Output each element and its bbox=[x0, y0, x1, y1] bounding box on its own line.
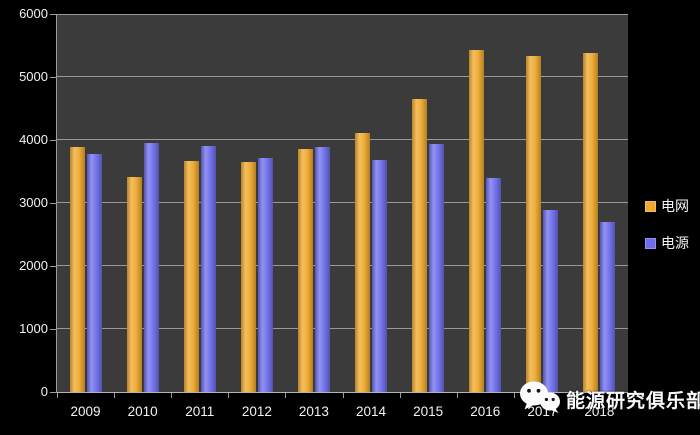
legend-label-dianyuan: 电源 bbox=[661, 235, 689, 251]
bar-dianwang-2012 bbox=[241, 162, 256, 392]
wechat-icon bbox=[518, 380, 562, 418]
gridline-3000 bbox=[57, 202, 628, 203]
y-tick-3000 bbox=[50, 203, 57, 204]
y-axis-label-4000: 4000 bbox=[19, 132, 48, 147]
y-tick-2000 bbox=[50, 266, 57, 267]
legend-swatch-dianwang bbox=[645, 200, 656, 212]
x-tick-5 bbox=[342, 393, 344, 398]
gridline-5000 bbox=[57, 76, 628, 77]
bar-dianwang-2015 bbox=[412, 99, 427, 392]
x-tick-8 bbox=[513, 393, 515, 398]
legend-item-dianwang: 电网 bbox=[645, 196, 689, 216]
y-tick-0 bbox=[50, 392, 57, 393]
legend: 电网 电源 bbox=[645, 196, 689, 270]
x-tick-4 bbox=[285, 393, 287, 398]
bar-dianyuan-2016 bbox=[486, 178, 501, 392]
plot-area bbox=[57, 14, 628, 392]
bar-dianyuan-2017 bbox=[543, 209, 558, 392]
x-axis-label-2018: 2018 bbox=[584, 404, 615, 419]
x-axis-label-2010: 2010 bbox=[127, 404, 158, 419]
x-axis-label-2012: 2012 bbox=[241, 404, 272, 419]
gridline-2000 bbox=[57, 265, 628, 266]
x-tick-10 bbox=[627, 393, 628, 398]
legend-item-dianyuan: 电源 bbox=[645, 233, 689, 253]
x-tick-2 bbox=[171, 393, 173, 398]
y-axis-label-0: 0 bbox=[40, 384, 48, 399]
y-axis-label-2000: 2000 bbox=[19, 258, 48, 273]
bar-dianyuan-2012 bbox=[258, 158, 273, 392]
y-tick-1000 bbox=[50, 329, 57, 330]
legend-label-dianwang: 电网 bbox=[661, 198, 689, 214]
x-tick-3 bbox=[228, 393, 230, 398]
bar-dianwang-2010 bbox=[127, 176, 142, 392]
bar-dianyuan-2010 bbox=[144, 142, 159, 392]
bar-dianyuan-2011 bbox=[201, 145, 216, 392]
bar-dianyuan-2013 bbox=[315, 146, 330, 392]
x-axis-label-2016: 2016 bbox=[470, 404, 501, 419]
x-axis-label-2014: 2014 bbox=[356, 404, 387, 419]
y-tick-6000 bbox=[50, 14, 57, 15]
bar-dianwang-2009 bbox=[70, 146, 85, 392]
gridline-4000 bbox=[57, 139, 628, 140]
y-axis-label-5000: 5000 bbox=[19, 69, 48, 84]
legend-swatch-dianyuan bbox=[645, 237, 656, 249]
y-axis-label-1000: 1000 bbox=[19, 321, 48, 336]
x-tick-6 bbox=[399, 393, 401, 398]
bar-dianwang-2016 bbox=[469, 49, 484, 392]
bar-dianwang-2011 bbox=[184, 160, 199, 392]
x-axis-label-2011: 2011 bbox=[185, 404, 215, 419]
y-tick-5000 bbox=[50, 77, 57, 78]
bar-dianwang-2014 bbox=[355, 133, 370, 392]
y-axis-label-6000: 6000 bbox=[19, 6, 48, 21]
bar-dianwang-2017 bbox=[526, 55, 541, 392]
x-axis-label-2009: 2009 bbox=[70, 404, 101, 419]
x-tick-0 bbox=[57, 393, 58, 398]
bar-dianyuan-2018 bbox=[600, 221, 615, 392]
x-axis-label-2015: 2015 bbox=[413, 404, 444, 419]
gridline-6000 bbox=[57, 14, 628, 15]
x-tick-7 bbox=[456, 393, 458, 398]
watermark: 能源研究俱乐部 bbox=[518, 380, 700, 418]
gridline-1000 bbox=[57, 328, 628, 329]
x-axis-line bbox=[51, 392, 628, 393]
y-tick-4000 bbox=[50, 140, 57, 141]
x-axis-label-2013: 2013 bbox=[298, 404, 329, 419]
x-tick-1 bbox=[114, 393, 116, 398]
x-tick-9 bbox=[570, 393, 572, 398]
bar-dianyuan-2009 bbox=[87, 153, 102, 392]
y-axis-label-3000: 3000 bbox=[19, 195, 48, 210]
bar-dianyuan-2014 bbox=[372, 160, 387, 392]
bar-dianyuan-2015 bbox=[429, 144, 444, 392]
bar-dianwang-2018 bbox=[583, 53, 598, 392]
watermark-text: 能源研究俱乐部 bbox=[566, 390, 700, 412]
bar-dianwang-2013 bbox=[298, 149, 313, 392]
